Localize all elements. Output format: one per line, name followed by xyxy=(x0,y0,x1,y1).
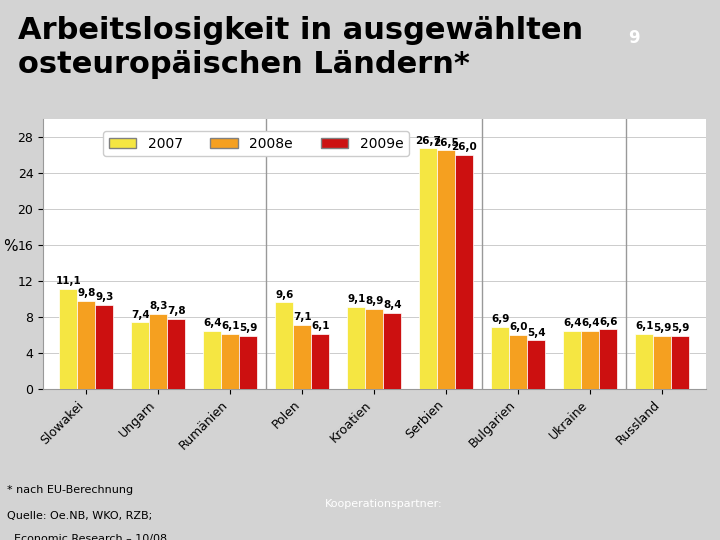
Text: 9,8: 9,8 xyxy=(77,288,96,298)
Bar xyxy=(438,150,455,389)
Text: 11,1: 11,1 xyxy=(55,276,81,286)
Bar xyxy=(59,289,78,389)
Bar xyxy=(150,314,167,389)
Bar xyxy=(635,334,654,389)
Bar xyxy=(203,331,222,389)
Bar xyxy=(654,336,671,389)
Bar xyxy=(167,319,185,389)
Bar xyxy=(78,301,95,389)
Bar xyxy=(275,302,294,389)
Bar xyxy=(131,322,150,389)
Text: 26,5: 26,5 xyxy=(433,138,459,147)
Bar xyxy=(671,336,690,389)
Bar xyxy=(365,309,383,389)
Bar xyxy=(222,334,239,389)
Text: 9,3: 9,3 xyxy=(95,292,114,302)
Bar xyxy=(599,329,618,389)
Text: 5,9: 5,9 xyxy=(239,323,258,333)
Text: 6,1: 6,1 xyxy=(221,321,240,331)
Text: 26,7: 26,7 xyxy=(415,136,441,146)
Bar xyxy=(563,331,582,389)
Text: 6,4: 6,4 xyxy=(581,319,600,328)
Bar xyxy=(95,305,114,389)
Y-axis label: %: % xyxy=(4,239,18,254)
Text: Kooperationspartner:: Kooperationspartner: xyxy=(325,500,442,509)
Text: 7,1: 7,1 xyxy=(293,312,312,322)
Text: 7,4: 7,4 xyxy=(131,309,150,320)
Text: 6,1: 6,1 xyxy=(635,321,654,331)
Text: 8,3: 8,3 xyxy=(149,301,168,312)
Text: 6,4: 6,4 xyxy=(203,319,222,328)
Text: 6,4: 6,4 xyxy=(563,319,582,328)
Text: Quelle: Oe.NB, WKO, RZB;: Quelle: Oe.NB, WKO, RZB; xyxy=(7,511,153,521)
Bar xyxy=(239,336,258,389)
Text: 6,0: 6,0 xyxy=(509,322,528,332)
Text: 6,1: 6,1 xyxy=(311,321,330,331)
Bar xyxy=(383,313,402,389)
Text: 26,0: 26,0 xyxy=(451,142,477,152)
Bar xyxy=(455,155,474,389)
Text: 9,1: 9,1 xyxy=(347,294,366,304)
Bar xyxy=(510,335,527,389)
Text: 7,8: 7,8 xyxy=(167,306,186,316)
Text: 6,6: 6,6 xyxy=(599,316,618,327)
Bar xyxy=(582,331,599,389)
Text: 9,6: 9,6 xyxy=(275,289,294,300)
Text: Economic Research – 10/08: Economic Research – 10/08 xyxy=(7,534,167,540)
Bar xyxy=(419,148,438,389)
Bar xyxy=(347,307,365,389)
Legend: 2007, 2008e, 2009e: 2007, 2008e, 2009e xyxy=(103,131,409,156)
Text: 6,9: 6,9 xyxy=(491,314,510,324)
Text: 5,9: 5,9 xyxy=(671,323,690,333)
Text: * nach EU-Berechnung: * nach EU-Berechnung xyxy=(7,485,133,495)
Text: 5,4: 5,4 xyxy=(527,327,546,338)
Bar xyxy=(527,340,546,389)
Bar xyxy=(491,327,510,389)
Text: 5,9: 5,9 xyxy=(653,323,672,333)
Bar xyxy=(294,325,311,389)
Text: 9: 9 xyxy=(628,29,639,47)
Text: 8,9: 8,9 xyxy=(365,296,384,306)
Text: Arbeitslosigkeit in ausgewählten
osteuropäischen Ländern*: Arbeitslosigkeit in ausgewählten osteuro… xyxy=(19,16,583,79)
Text: 8,4: 8,4 xyxy=(383,300,402,310)
Bar xyxy=(311,334,329,389)
